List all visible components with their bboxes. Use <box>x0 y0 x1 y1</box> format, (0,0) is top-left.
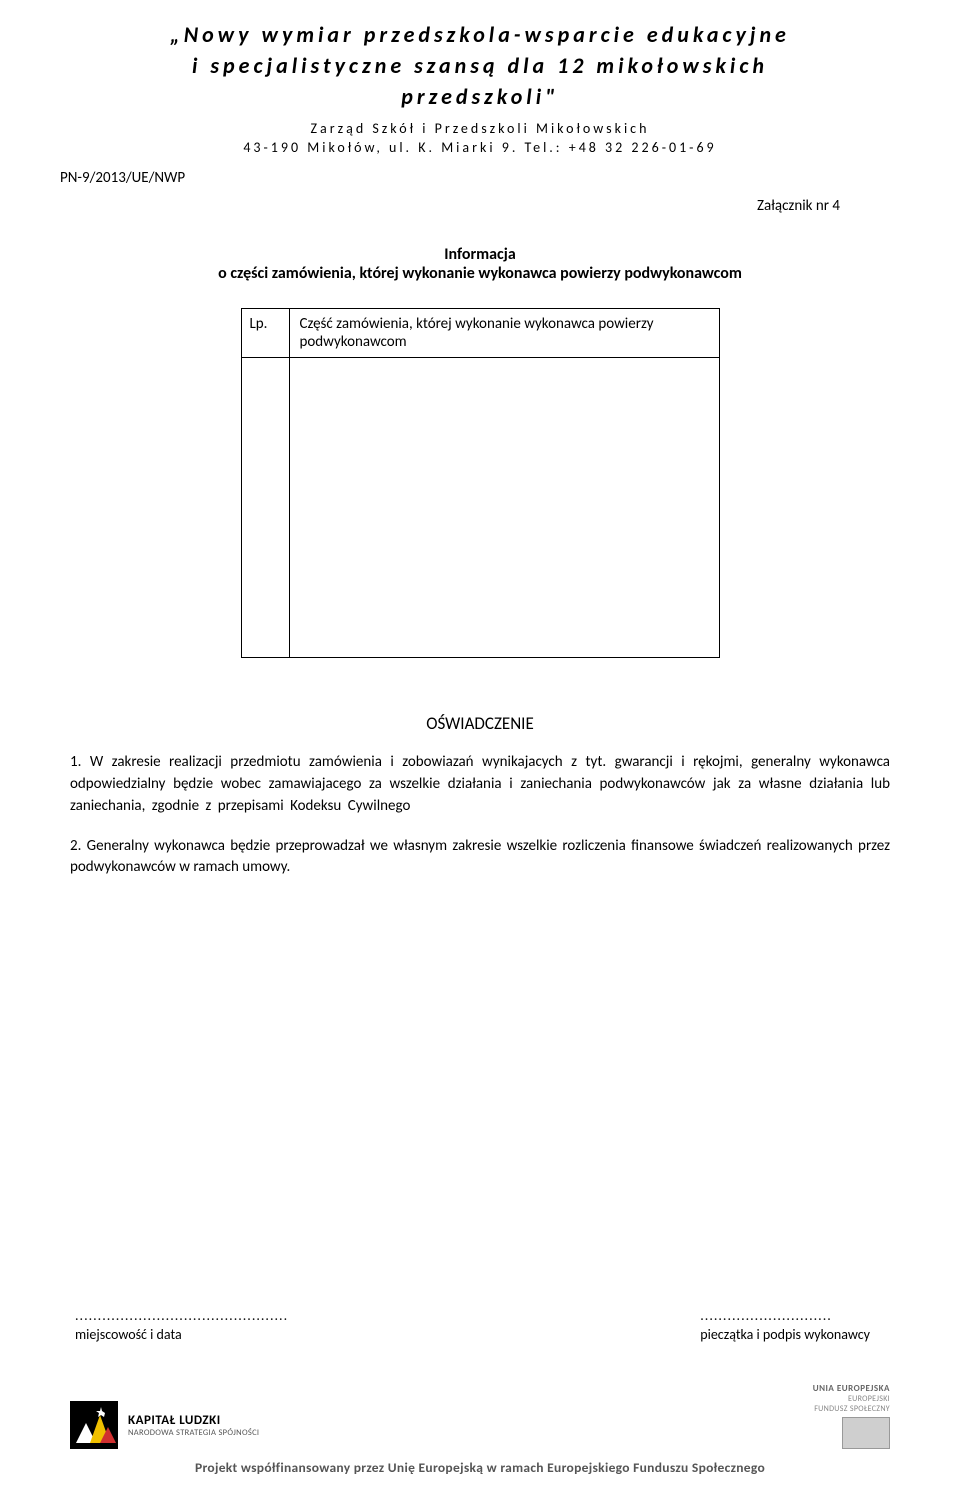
spacer <box>0 897 960 1307</box>
info-subheading: o części zamówienia, której wykonanie wy… <box>0 264 960 283</box>
title-line-2: i specjalistyczne szansą dla 12 mikołows… <box>60 51 900 82</box>
footer-logos-row: KAPITAŁ LUDZKI NARODOWA STRATEGIA SPÓJNO… <box>0 1383 960 1449</box>
signature-left-label: miejscowość i data <box>75 1326 288 1343</box>
logo-kapital-ludzki: KAPITAŁ LUDZKI NARODOWA STRATEGIA SPÓJNO… <box>70 1401 259 1449</box>
kl-subtitle: NARODOWA STRATEGIA SPÓJNOŚCI <box>128 1428 259 1438</box>
org-address: 43-190 Mikołów, ul. K. Miarki 9. Tel.: +… <box>60 139 900 156</box>
reference-number: PN-9/2013/UE/NWP <box>60 169 185 187</box>
footer-bottom-text: Projekt współfinansowany przez Unię Euro… <box>0 1449 960 1506</box>
col-lp-header: Lp. <box>241 309 289 358</box>
logo-eu: UNIA EUROPEJSKA EUROPEJSKI FUNDUSZ SPOŁE… <box>813 1383 890 1449</box>
signature-left-dots: ........................................… <box>75 1307 288 1324</box>
title-line-3: przedszkoli" <box>60 82 900 113</box>
kl-title: KAPITAŁ LUDZKI <box>128 1413 259 1428</box>
declaration-title: OŚWIADCZENIE <box>0 713 960 734</box>
info-block: Informacja o części zamówienia, której w… <box>0 245 960 283</box>
table-empty-row <box>241 358 719 658</box>
kapital-ludzki-icon <box>70 1401 118 1449</box>
footer: KAPITAŁ LUDZKI NARODOWA STRATEGIA SPÓJNO… <box>0 1383 960 1506</box>
paragraph-2: 2. Generalny wykonawca będzie przeprowad… <box>70 836 890 880</box>
eu-line1: UNIA EUROPEJSKA <box>813 1383 890 1394</box>
signatures-block: ........................................… <box>0 1307 960 1353</box>
signature-right: ............................. pieczątka … <box>700 1307 870 1343</box>
kapital-ludzki-text: KAPITAŁ LUDZKI NARODOWA STRATEGIA SPÓJNO… <box>128 1413 259 1438</box>
eu-line2: EUROPEJSKI <box>813 1394 890 1404</box>
info-heading: Informacja <box>0 245 960 264</box>
table-header-row: Lp. Część zamówienia, której wykonanie w… <box>241 309 719 358</box>
org-name: Zarząd Szkół i Przedszkoli Mikołowskich <box>60 120 900 137</box>
eu-line3: FUNDUSZ SPOŁECZNY <box>813 1404 890 1414</box>
eu-flag-icon <box>842 1417 890 1449</box>
signature-left: ........................................… <box>75 1307 288 1343</box>
paragraph-1: 1. W zakresie realizacji przedmiotu zamó… <box>70 752 890 817</box>
document-header: „Nowy wymiar przedszkola-wsparcie edukac… <box>0 0 960 166</box>
col-desc-header: Część zamówienia, której wykonanie wykon… <box>289 309 719 358</box>
content-block: 1. W zakresie realizacji przedmiotu zamó… <box>0 734 960 897</box>
title-line-1: „Nowy wymiar przedszkola-wsparcie edukac… <box>60 20 900 51</box>
attachment-label: Załącznik nr 4 <box>0 187 960 215</box>
empty-cell-lp <box>241 358 289 658</box>
signature-right-dots: ............................. <box>700 1307 870 1324</box>
signature-right-label: pieczątka i podpis wykonawcy <box>700 1326 870 1343</box>
subcontractor-table: Lp. Część zamówienia, której wykonanie w… <box>241 308 720 658</box>
table-container: Lp. Część zamówienia, której wykonanie w… <box>0 308 960 658</box>
empty-cell-desc <box>289 358 719 658</box>
reference-line: PN-9/2013/UE/NWP <box>0 168 960 187</box>
